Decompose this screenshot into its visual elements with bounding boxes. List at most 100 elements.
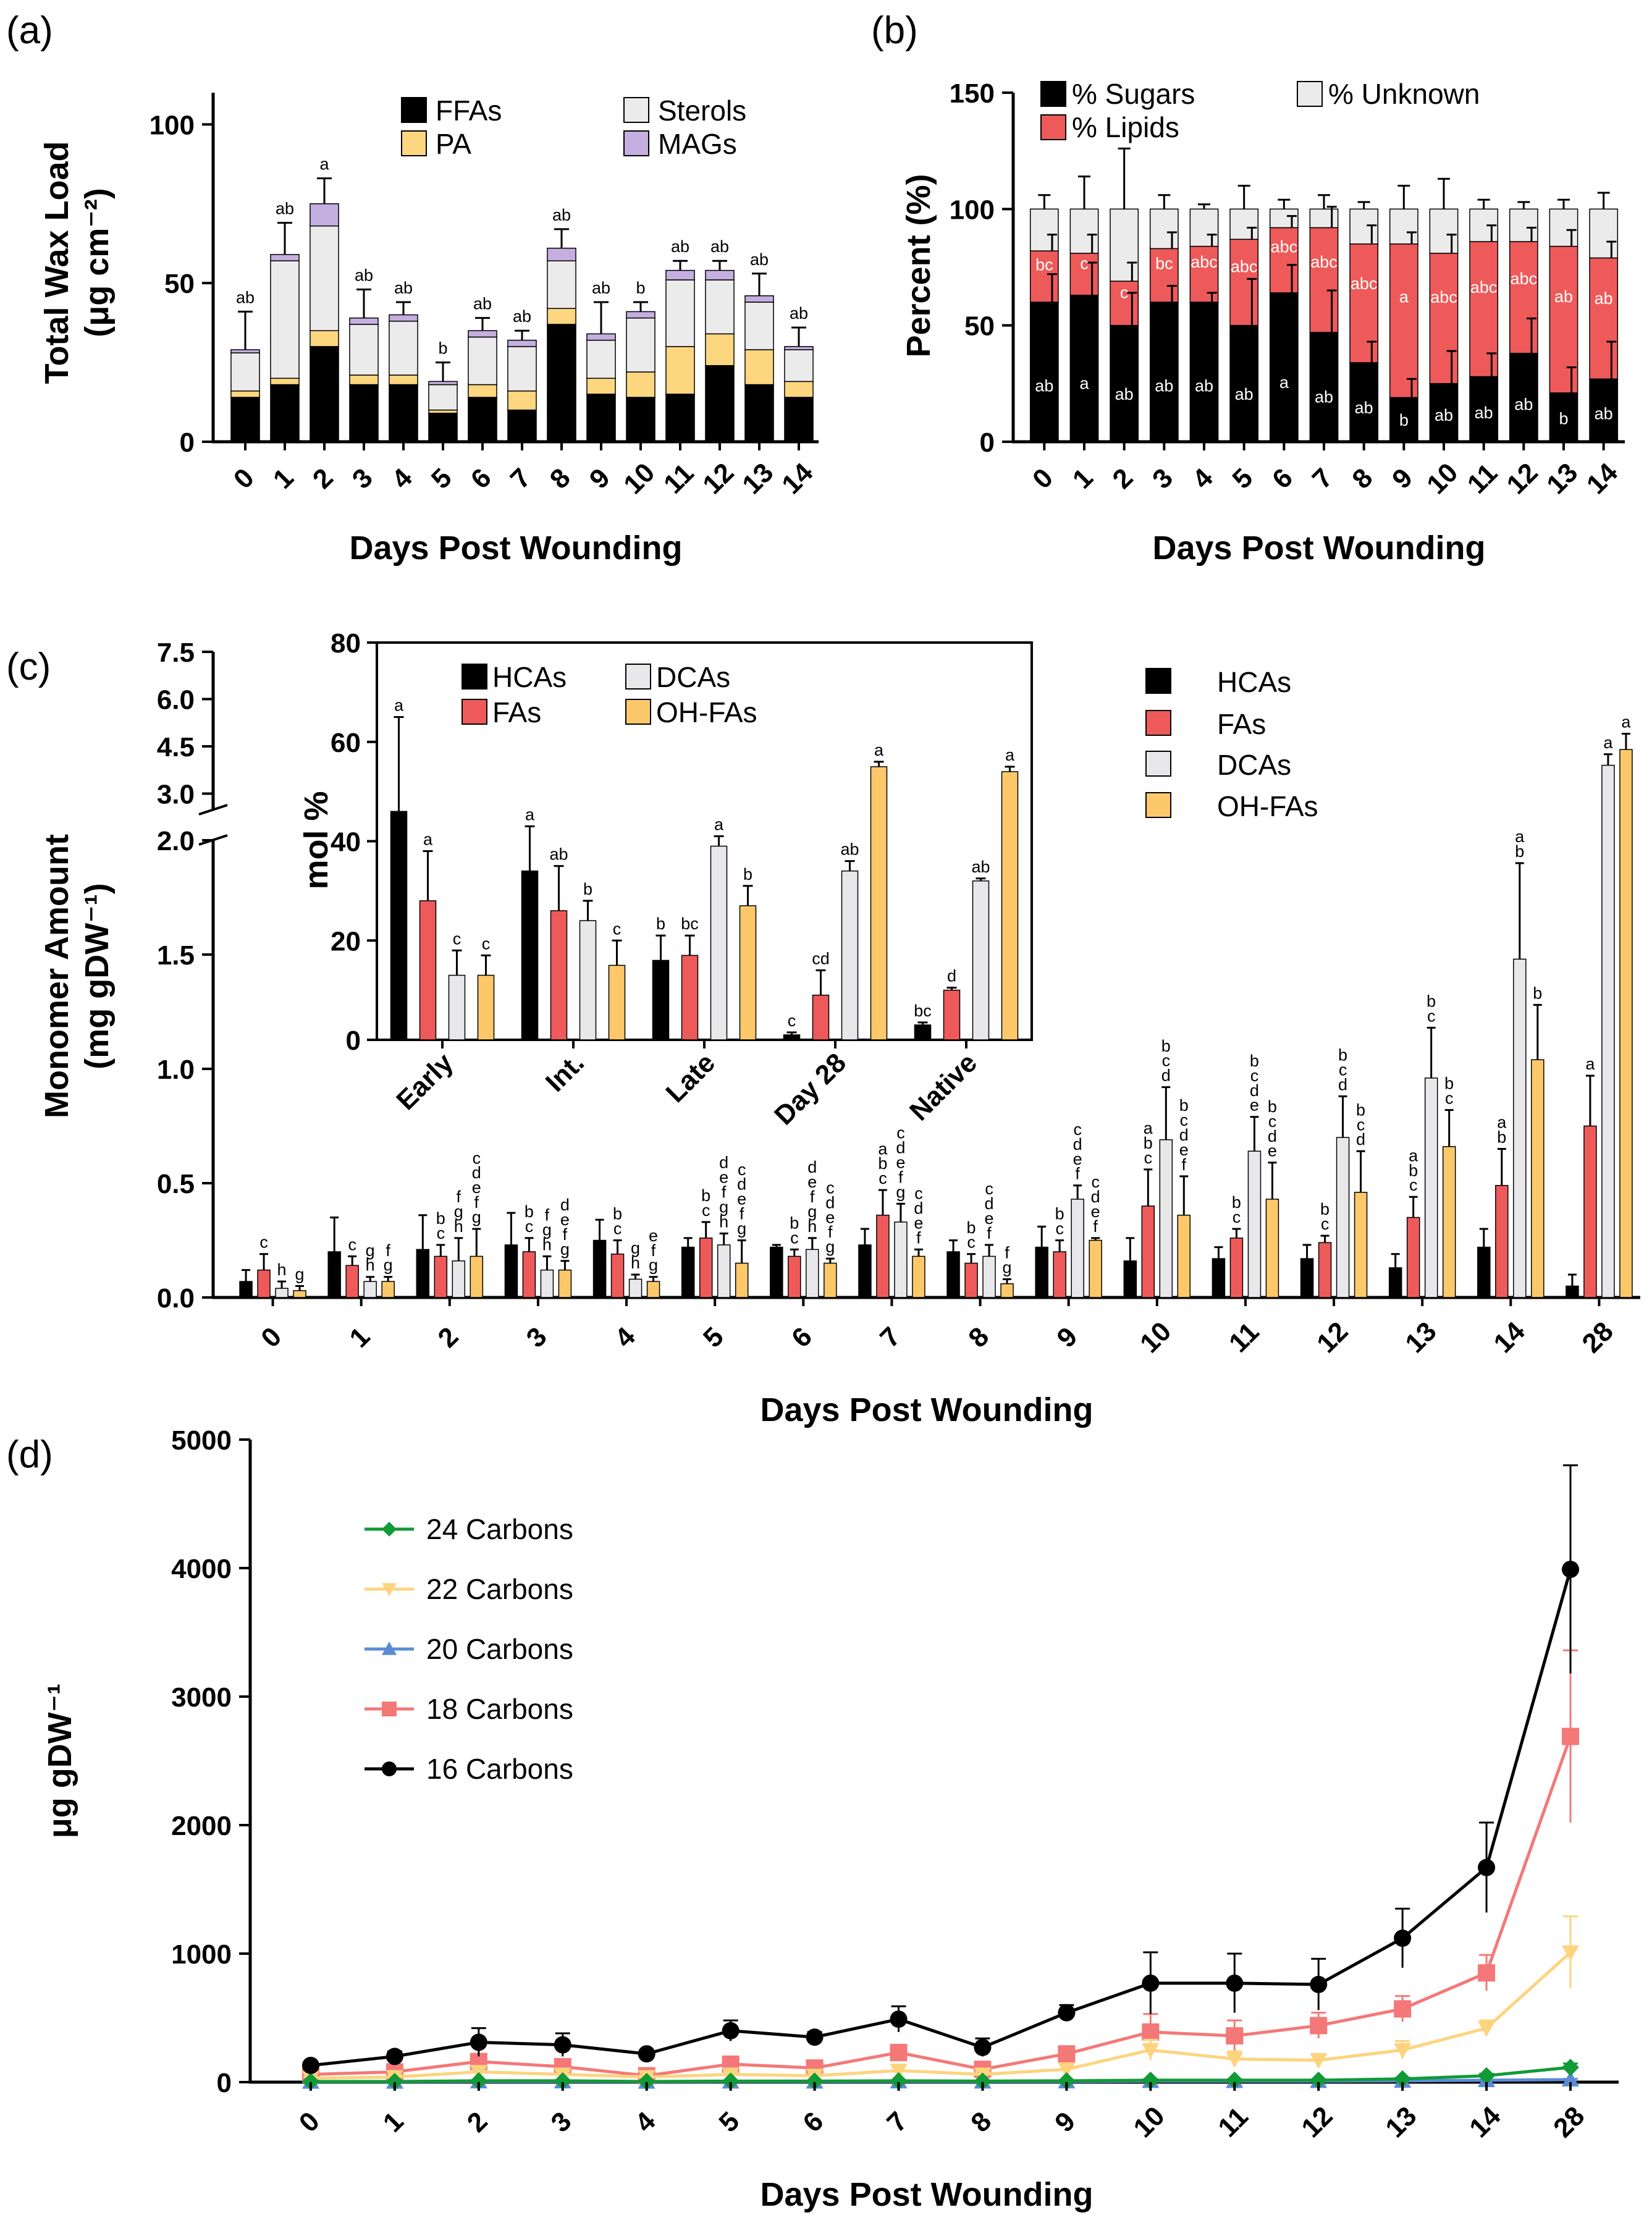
panel-c-x-tick-label-4: 4 xyxy=(609,1321,641,1353)
panel-b-sig-lipids-day-4: abc xyxy=(1191,253,1218,271)
panel-b-bar-lipids-day-3 xyxy=(1149,248,1179,303)
inset-bar-dcas-int xyxy=(579,920,597,1040)
panel-c-sig-dcas-day-10-1: c xyxy=(1162,1052,1171,1070)
panel-b-bar-lipids-day-9 xyxy=(1389,243,1418,399)
panel-a-bar-mags-day-2 xyxy=(310,203,339,227)
inset-x-tick-label-day-28: Day 28 xyxy=(769,1047,852,1131)
panel-b-x-tick-label-0: 0 xyxy=(1027,463,1059,495)
panel-c-sig-fas-day-8-0: b xyxy=(967,1218,976,1237)
panel-c-x-tick-label-9: 9 xyxy=(1051,1322,1083,1354)
panel-b-x-tick-label-8: 8 xyxy=(1346,463,1378,495)
panel-c-sig-fas-day-3-1: c xyxy=(525,1217,534,1236)
panel-c-sig-oh-fas-day-9-3: f xyxy=(1093,1217,1098,1236)
panel-b-bar-lipids-day-6 xyxy=(1269,227,1299,293)
panel-a-bar-pa-day-7 xyxy=(507,390,537,411)
panel-c-sig-oh-fas-day-12-2: d xyxy=(1356,1130,1365,1149)
panel-b-legend: % Sugars % Lipids % Unknown xyxy=(1040,78,1480,143)
inset-bar-dcas-late xyxy=(710,845,728,1040)
panel-a-x-tick-label-5: 5 xyxy=(426,463,458,495)
inset-sig-hcas-int: a xyxy=(525,805,535,824)
inset-sig-oh-fas-int: c xyxy=(613,919,622,938)
panel-c-sig-oh-fas-day-3-0: d xyxy=(560,1196,570,1214)
panel-d-y-tick-label-1000: 1000 xyxy=(171,1939,232,1970)
panel-b-x-axis-title: Days Post Wounding xyxy=(1152,529,1485,567)
panel-c-sig-oh-fas-day-2-2: e xyxy=(472,1178,481,1197)
panel-d-point-20-carbons-day-28 xyxy=(1562,2070,1580,2087)
inset-bar-oh-fas-int xyxy=(608,964,626,1040)
panel-d-point-22-carbons-day-10 xyxy=(1142,2043,1160,2059)
panel-d-legend-label-18-carbons: 18 Carbons xyxy=(426,1693,573,1725)
panel-c-sig-dcas-day-8-0: c xyxy=(985,1179,993,1198)
panel-a-bar-mags-day-6 xyxy=(468,330,497,338)
panel-b-label: (b) xyxy=(871,9,918,52)
panel-b-bar-unknown-day-12 xyxy=(1509,208,1538,242)
panel-a-sig-letter-day-4: ab xyxy=(394,279,413,297)
panel-a-bar-mags-day-10 xyxy=(626,311,655,319)
panel-c-bar-dcas-day-3 xyxy=(540,1269,554,1298)
panel-d-point-16-carbons-day-7 xyxy=(890,2010,908,2028)
panel-a-bar-pa-day-13 xyxy=(744,349,774,386)
panel-c-sig-dcas-day-14-1: b xyxy=(1515,842,1524,861)
panel-c-sig-dcas-day-11-2: d xyxy=(1250,1081,1259,1100)
panel-d-point-18-carbons-day-11 xyxy=(1226,2027,1244,2045)
panel-c-bar-dcas-day-4 xyxy=(628,1278,643,1298)
panel-c-bar-hcas-day-28 xyxy=(1566,1285,1579,1298)
panel-b-sig-lipids-day-2: c xyxy=(1120,283,1129,302)
panel-c-sig-dcas-day-6-4: h xyxy=(807,1217,817,1236)
panel-c-sig-fas-day-10-2: c xyxy=(1144,1149,1153,1167)
panel-c-sig-fas-day-2-0: b xyxy=(436,1209,445,1228)
panel-d-x-tick-label-7: 7 xyxy=(881,2106,913,2138)
panel-b-sig-lipids-day-7: abc xyxy=(1310,253,1338,271)
panel-d-x-tick-label-6: 6 xyxy=(797,2106,829,2138)
panel-d-point-16-carbons-day-11 xyxy=(1226,1974,1244,1992)
panel-c-sig-dcas-day-5-4: h xyxy=(719,1212,728,1231)
panel-a-sig-letter-day-12: ab xyxy=(710,237,729,256)
panel-c-bar-fas-day-7 xyxy=(876,1215,890,1298)
panel-c-bar-oh-fas-day-4 xyxy=(646,1281,660,1298)
legend-label-lipids: % Lipids xyxy=(1072,111,1179,143)
panel-c-bar-dcas-day-12 xyxy=(1336,1137,1350,1298)
panel-b-sig-lipids-day-3: bc xyxy=(1155,254,1173,272)
panel-b-y-tick-label-0: 0 xyxy=(980,428,995,458)
inset-legend-swatch-ohfas xyxy=(625,699,651,725)
panel-c-sig-dcas-day-5-2: f xyxy=(722,1183,727,1202)
inset-bar-hcas-day-28 xyxy=(783,1034,801,1040)
inset-bar-oh-fas-early xyxy=(477,974,495,1040)
panel-a-sig-letter-day-3: ab xyxy=(355,266,373,284)
panel-a-bar-ffas-day-3 xyxy=(349,384,379,442)
panel-c-sig-oh-fas-day-7-3: f xyxy=(916,1228,921,1247)
panel-a-bar-sterols-day-5 xyxy=(428,384,458,411)
panel-c-sig-oh-fas-day-14-0: b xyxy=(1533,984,1542,1002)
panel-c-x-axis-title: Days Post Wounding xyxy=(760,1391,1093,1428)
panel-c-sig-dcas-day-10-0: b xyxy=(1161,1037,1171,1055)
panel-c-y-axis-title: Monomer Amount xyxy=(38,834,75,1118)
panel-a-sig-letter-day-13: ab xyxy=(750,250,769,269)
panel-c-sig-oh-fas-day-10-2: d xyxy=(1179,1126,1189,1144)
panel-a-x-axis-title: Days Post Wounding xyxy=(349,529,682,567)
panel-b-sig-sugars-day-11: ab xyxy=(1475,403,1493,422)
panel-c-x-ticks: 0 1 2 3 4 5 6 7 8 9 10 11 12 13 14 28 xyxy=(255,1297,1619,1359)
inset-sig-dcas-native: ab xyxy=(971,858,990,876)
panel-c-bar-oh-fas-day-11 xyxy=(1265,1199,1279,1298)
legend-label-hcas: HCAs xyxy=(1217,666,1291,698)
panel-c-bar-fas-day-6 xyxy=(788,1255,801,1298)
panel-c-sig-dcas-day-13-1: c xyxy=(1427,1006,1436,1025)
panel-d-x-tick-label-11: 11 xyxy=(1212,2101,1254,2143)
panel-a-y-tick-label-100: 100 xyxy=(150,110,195,140)
panel-b-sig-sugars-day-0: ab xyxy=(1035,377,1053,395)
panel-d-point-24-carbons-day-11 xyxy=(1226,2071,1244,2089)
panel-a-bar-ffas-day-8 xyxy=(547,324,576,442)
panel-c-sig-oh-fas-day-5-0: c xyxy=(738,1160,746,1179)
panel-c-sig-oh-fas-day-2-4: g xyxy=(472,1208,481,1226)
panel-d-point-16-carbons-day-10 xyxy=(1142,1974,1160,1992)
panel-d-y-tick-label-3000: 3000 xyxy=(171,1682,232,1713)
panel-c-x-tick-label-28: 28 xyxy=(1577,1316,1619,1359)
legend-label-pa: PA xyxy=(436,128,471,160)
panel-c-sig-dcas-day-11-1: c xyxy=(1250,1066,1259,1085)
panel-a-bar-mags-day-4 xyxy=(389,314,418,322)
panel-b-x-tick-label-11: 11 xyxy=(1462,458,1504,500)
legend-swatch-fas xyxy=(1145,710,1171,736)
panel-d-point-24-carbons-day-7 xyxy=(890,2072,908,2090)
panel-b-bar-sugars-day-3 xyxy=(1149,302,1179,442)
